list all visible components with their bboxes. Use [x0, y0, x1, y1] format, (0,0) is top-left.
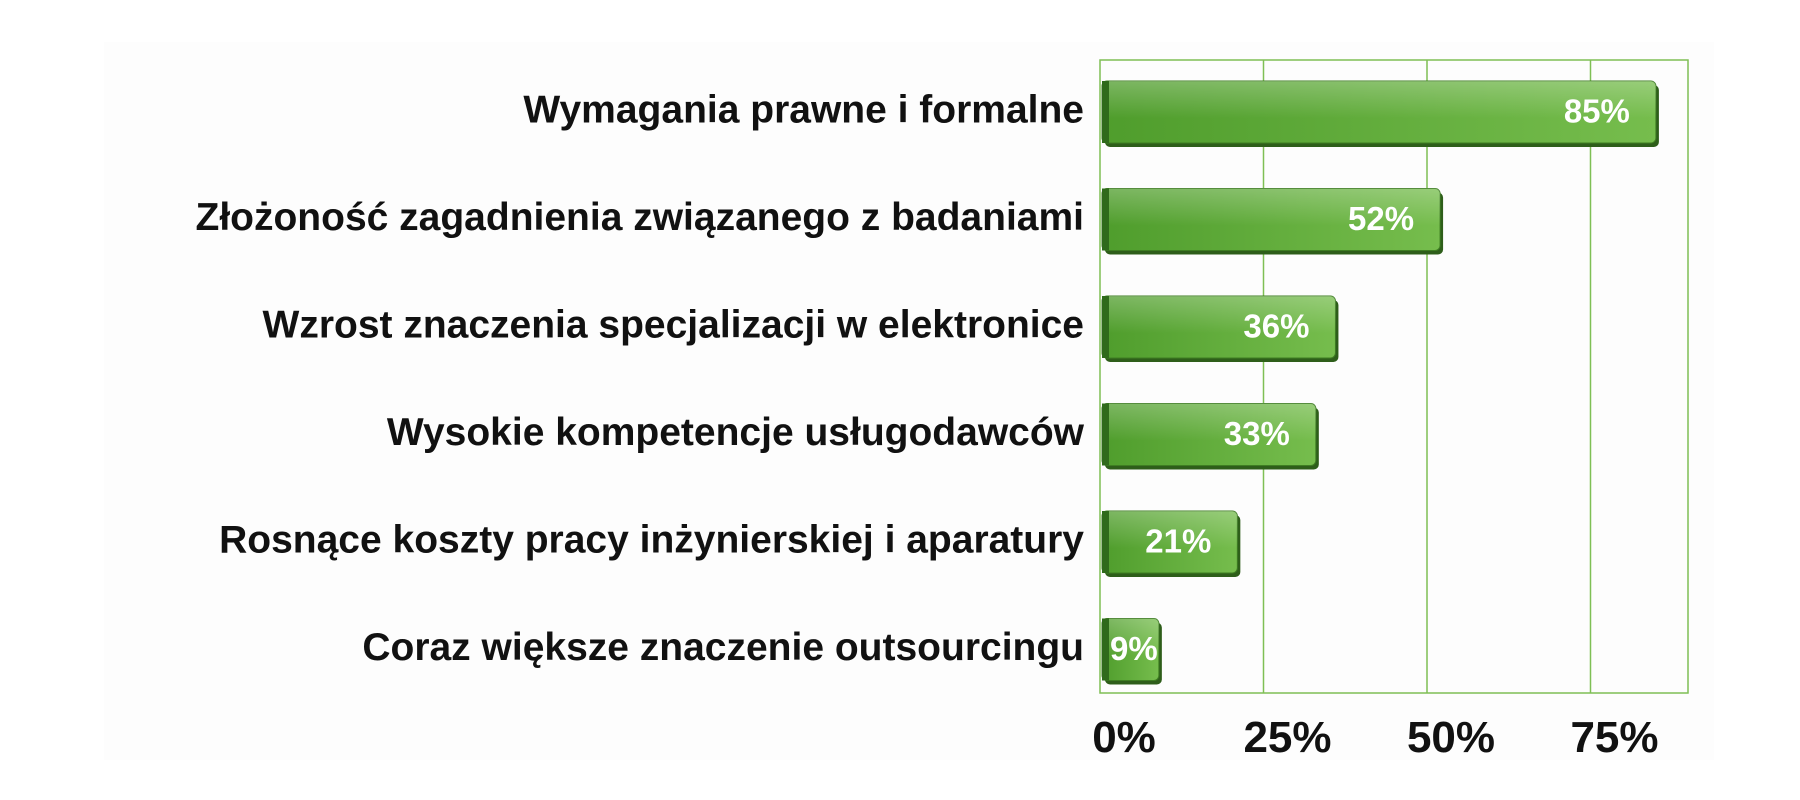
x-tick-label: 75% — [1570, 713, 1658, 762]
x-tick-label: 0% — [1092, 713, 1156, 762]
bar-highlight — [1102, 403, 1316, 466]
bar-edge — [1102, 618, 1109, 681]
bar-edge — [1102, 511, 1109, 573]
x-tick-label: 50% — [1407, 713, 1495, 762]
data-label: 33% — [1224, 415, 1290, 452]
data-label: 36% — [1243, 308, 1309, 345]
bar-edge — [1102, 296, 1109, 358]
bar-highlight — [1102, 188, 1441, 251]
category-label: Wysokie kompetencje usługodawców — [387, 411, 1085, 454]
bar-highlight — [1102, 296, 1336, 358]
bar-edge — [1102, 403, 1109, 466]
x-tick-label: 25% — [1243, 713, 1331, 762]
category-label: Rosnące koszty pracy inżynierskiej i apa… — [219, 518, 1084, 561]
bar-highlight — [1102, 618, 1159, 681]
data-label: 85% — [1564, 93, 1630, 130]
bar-highlight — [1102, 511, 1238, 573]
category-label: Wymagania prawne i formalne — [523, 88, 1084, 131]
data-label: 9% — [1110, 630, 1158, 667]
chart-panel — [104, 42, 1714, 760]
data-label: 21% — [1145, 523, 1211, 560]
category-label: Wzrost znaczenia specjalizacji w elektro… — [263, 303, 1084, 346]
category-label: Złożoność zagadnienia związanego z badan… — [196, 196, 1085, 239]
category-label: Coraz większe znaczenie outsourcingu — [362, 626, 1084, 669]
data-label: 52% — [1348, 200, 1414, 237]
bar-edge — [1102, 188, 1109, 251]
plot-frame — [1099, 59, 1689, 694]
bar-edge — [1102, 81, 1109, 143]
bar-highlight — [1102, 81, 1656, 143]
